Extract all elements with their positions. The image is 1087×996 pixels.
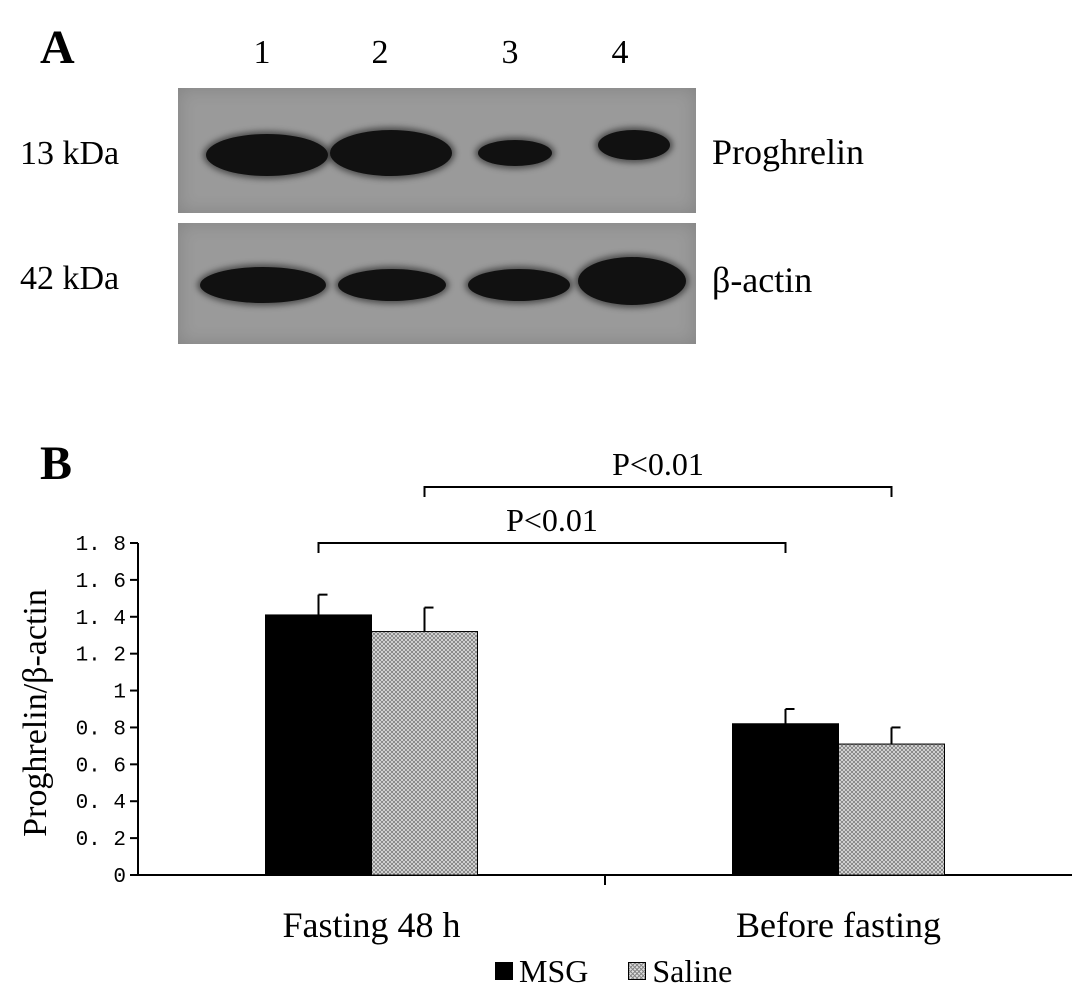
y-tick-label: 1. 2 [76,645,126,668]
legend-label-saline: Saline [652,953,733,989]
x-tick-label: Before fasting [736,905,941,945]
blot-band [598,130,670,160]
y-tick-label: 1. 8 [76,534,126,557]
y-tick-label: 0 [113,866,126,889]
bar-saline [838,743,945,876]
legend-item-saline: Saline [628,955,732,987]
blot-band [330,130,452,176]
y-tick-label: 1 [113,682,126,705]
legend-item-msg: MSG [495,955,588,987]
significance-bracket [317,542,787,553]
y-axis-label: Proghrelin/β-actin [17,589,54,837]
y-tick-label: 0. 4 [76,792,126,815]
significance-bracket [423,486,893,497]
lane-number: 1 [253,34,271,71]
p-value-label: P<0.01 [612,446,704,482]
protein-label: Proghrelin [712,132,864,172]
blot-strip-beta-actin [178,223,696,344]
panel-b-label: B [40,437,73,490]
panel-a-label: A [40,21,75,74]
y-tick-label: 0. 6 [76,755,126,778]
blot-strip-proghrelin [178,88,696,213]
blot-band [206,134,328,176]
y-tick-label: 0. 2 [76,829,126,852]
molecular-weight-label: 13 kDa [20,135,120,172]
lane-number: 2 [371,34,389,71]
bar-saline [371,631,478,876]
blot-band [200,267,326,303]
y-tick-label: 1. 4 [76,608,126,631]
blot-band [578,257,686,305]
blot-band [468,269,570,301]
lane-number: 3 [501,34,519,71]
bar-msg [265,614,372,876]
y-tick-label: 1. 6 [76,571,126,594]
p-value-label: P<0.01 [506,502,598,538]
molecular-weight-label: 42 kDa [20,260,120,297]
bar-msg [732,723,839,876]
protein-label: β-actin [712,260,813,300]
chart-legend: MSG Saline [495,955,772,987]
blot-band [478,140,552,166]
y-tick-label: 0. 8 [76,718,126,741]
legend-label-msg: MSG [519,953,589,989]
legend-swatch-saline [628,962,647,980]
legend-swatch-msg [495,962,513,980]
x-tick-label: Fasting 48 h [282,905,460,945]
lane-number: 4 [611,34,629,71]
blot-band [338,269,446,301]
